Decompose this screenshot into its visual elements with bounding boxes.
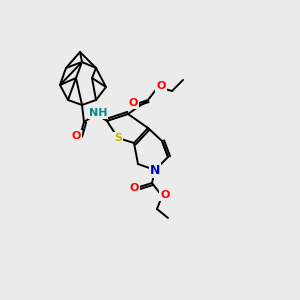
Text: O: O	[156, 81, 166, 91]
Text: N: N	[150, 164, 160, 176]
Text: O: O	[71, 131, 81, 141]
Text: O: O	[128, 98, 138, 108]
Text: O: O	[160, 190, 170, 200]
Text: NH: NH	[89, 108, 107, 118]
Text: S: S	[114, 133, 122, 143]
Text: O: O	[129, 183, 139, 193]
